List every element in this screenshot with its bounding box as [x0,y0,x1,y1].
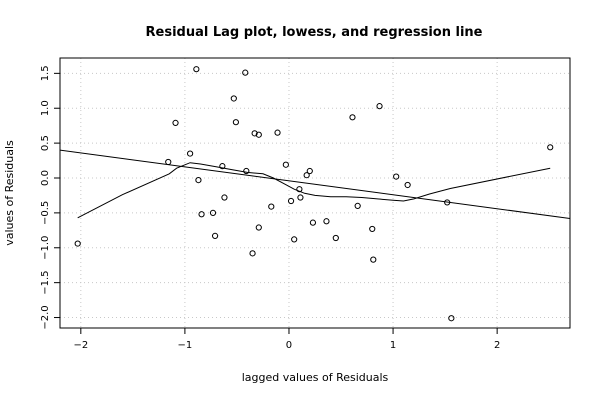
data-point [354,202,361,210]
y-tick-label: −2.0 [40,305,51,329]
x-axis-label: lagged values of Residuals [242,371,389,384]
x-tick-label: 1 [390,340,396,351]
lines [60,149,570,219]
data-point [306,167,313,175]
data-point [393,173,400,180]
data-point [268,203,275,210]
data-point [219,163,226,170]
data-point [296,186,303,193]
data-point [255,131,262,138]
x-tick-label: 2 [494,340,500,351]
data-point [255,224,262,231]
y-tick-label: −1.5 [40,271,51,295]
x-tick-label: −2 [73,340,88,351]
data-point [349,114,356,121]
data-point [230,95,237,102]
data-point [547,144,554,151]
data-point [448,315,455,322]
data-point [287,197,295,205]
data-point [187,150,194,157]
grid [60,58,570,328]
data-point [282,161,289,168]
lowess-curve [77,162,551,219]
data-point [232,119,239,126]
y-tick-label: 0.5 [40,135,51,151]
y-tick-label: −1.0 [40,236,51,260]
data-point [221,194,228,201]
data-point [376,103,383,110]
y-tick-label: −0.5 [40,201,51,225]
points [74,66,554,322]
data-point [332,234,339,242]
y-tick-label: 1.5 [40,65,51,81]
data-point [303,172,310,179]
data-point [198,211,205,218]
data-point [74,240,81,247]
y-axis-label: values of Residuals [3,140,16,246]
chart-title: Residual Lag plot, lowess, and regressio… [146,25,483,40]
data-point [165,158,172,166]
y-tick-label: 0.0 [40,170,51,186]
data-point [251,130,258,137]
y-tick-label: 1.0 [40,100,51,116]
data-point [243,167,250,175]
data-point [370,256,377,263]
data-point [195,176,202,184]
data-point [193,66,200,73]
data-point [249,250,256,257]
data-point [291,236,298,243]
data-point [309,219,317,226]
data-point [323,218,330,225]
axes: −2 −1 0 1 2 −2.0 −1.5 −1.0 −0.5 0.0 0.5 1.0 1.5 [40,65,500,351]
data-point [369,225,376,233]
data-point [274,129,281,136]
data-point [209,209,217,216]
data-point [211,232,219,240]
x-tick-label: −1 [178,340,193,351]
plot-frame [59,57,571,329]
data-point [444,199,451,206]
data-point [297,194,304,201]
x-tick-label: 0 [286,340,292,351]
data-point [242,69,249,76]
data-point [172,119,179,126]
regression-line [60,149,570,219]
data-point [404,181,411,189]
